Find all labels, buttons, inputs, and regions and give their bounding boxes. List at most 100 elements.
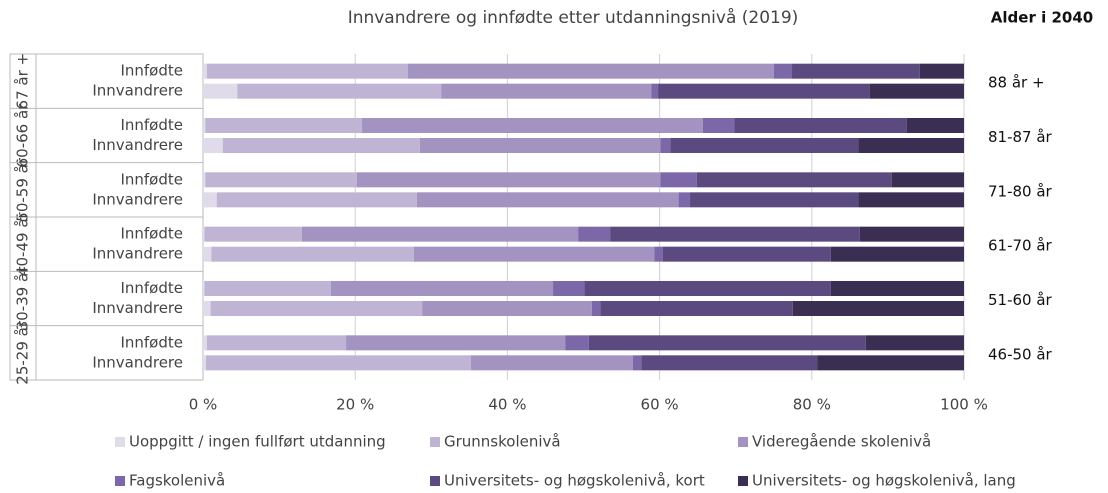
bar-segment <box>641 355 818 371</box>
bar-segment <box>237 83 442 99</box>
bar-segment <box>865 335 964 351</box>
group-label: 67 år + <box>14 53 32 110</box>
bar-segment <box>830 281 964 296</box>
right-label: 88 år + <box>988 74 1045 92</box>
legend-label: Uoppgitt / ingen fullført utdanning <box>129 433 386 451</box>
bar-segment <box>651 83 659 99</box>
category-label: Innvandrere <box>92 136 183 154</box>
bar-segment <box>206 355 471 371</box>
category-label: Innfødte <box>120 225 183 243</box>
bar-segment <box>600 301 793 316</box>
bar-segment <box>696 172 892 188</box>
legend-swatch <box>738 437 748 447</box>
bar-segment <box>470 355 633 371</box>
bar-segment <box>407 63 774 79</box>
category-label: Innvandrere <box>92 299 183 317</box>
legend-label: Universitets- og høgskolenivå, kort <box>444 472 705 490</box>
bar-segment <box>203 192 217 208</box>
bar-segment <box>203 281 205 296</box>
x-tick-label: 20 % <box>336 396 374 414</box>
bar-segment <box>206 335 347 351</box>
legend-swatch <box>738 476 748 486</box>
category-label: Innvandrere <box>92 190 183 208</box>
right-label: 46-50 år <box>988 345 1053 363</box>
x-tick-label: 60 % <box>641 396 679 414</box>
group-label: 60-66 år <box>14 103 32 168</box>
legend-label: Grunnskolenivå <box>444 433 561 451</box>
bar-segment <box>301 226 579 242</box>
legend-swatch <box>115 476 125 486</box>
chart-title: Innvandrere og innfødte etter utdannings… <box>348 7 799 28</box>
bar-segment <box>654 246 663 262</box>
bar-segment <box>584 281 831 296</box>
bar-segment <box>205 172 357 188</box>
bar-segment <box>346 335 566 351</box>
category-label: Innfødte <box>120 333 183 351</box>
legend-label: Universitets- og høgskolenivå, lang <box>752 472 1016 490</box>
bar-segment <box>773 63 793 79</box>
bar-segment <box>203 138 223 153</box>
bar-segment <box>216 192 417 208</box>
category-label: Innvandrere <box>92 353 183 371</box>
bar-segment <box>203 63 207 79</box>
bar-segment <box>203 301 211 316</box>
bar-segment <box>610 226 860 242</box>
bar-segment <box>356 172 661 188</box>
group-label: 50-59 år <box>14 157 32 222</box>
bar-segment <box>792 63 920 79</box>
x-tick-label: 100 % <box>940 396 988 414</box>
bar-segment <box>203 83 238 99</box>
category-label: Innfødte <box>120 170 183 188</box>
bar-segment <box>419 138 661 153</box>
group-label: 40-49 år <box>14 211 32 276</box>
category-label: Innvandrere <box>92 82 183 100</box>
bar-segment <box>222 138 420 153</box>
right-title: Alder i 2040 <box>991 9 1093 27</box>
legend-label: Fagskolenivå <box>129 472 225 490</box>
bar-segment <box>330 281 554 296</box>
bar-segment <box>662 246 831 262</box>
bar-segment <box>678 192 691 208</box>
bar-segment <box>204 281 331 296</box>
bar-segment <box>632 355 642 371</box>
category-label: Innfødte <box>120 116 183 134</box>
bar-segment <box>565 335 589 351</box>
bar-segment <box>203 118 206 133</box>
bar-segment <box>203 226 205 242</box>
bar-segment <box>919 63 964 79</box>
right-label: 61-70 år <box>988 237 1053 255</box>
bar-segment <box>858 138 964 153</box>
bar-segment <box>906 118 964 133</box>
bar-segment <box>210 301 423 316</box>
bar-segment <box>422 301 592 316</box>
bar-segment <box>858 192 964 208</box>
bar-segment <box>734 118 907 133</box>
bar-segment <box>203 335 207 351</box>
bar-segment <box>578 226 611 242</box>
bar-segment <box>830 246 964 262</box>
bar-segment <box>792 301 964 316</box>
bar-segment <box>204 226 302 242</box>
legend-swatch <box>430 476 440 486</box>
bar-segment <box>660 138 671 153</box>
bar-segment <box>416 192 679 208</box>
bar-segment <box>591 301 601 316</box>
x-tick-label: 0 % <box>189 396 218 414</box>
bar-segment <box>203 355 207 371</box>
group-label: 30-39 år <box>14 266 32 331</box>
bar-segment <box>441 83 652 99</box>
bar-segment <box>702 118 735 133</box>
legend-swatch <box>115 437 125 447</box>
bar-segment <box>362 118 703 133</box>
bar-segment <box>203 172 206 188</box>
bar-segment <box>817 355 964 371</box>
bar-segment <box>869 83 964 99</box>
legend-swatch <box>430 437 440 447</box>
right-label: 51-60 år <box>988 291 1053 309</box>
bar-segment <box>670 138 859 153</box>
bar-segment <box>205 118 363 133</box>
bar-segment <box>553 281 585 296</box>
x-tick-label: 80 % <box>793 396 831 414</box>
bar-segment <box>206 63 408 79</box>
bar-segment <box>690 192 859 208</box>
